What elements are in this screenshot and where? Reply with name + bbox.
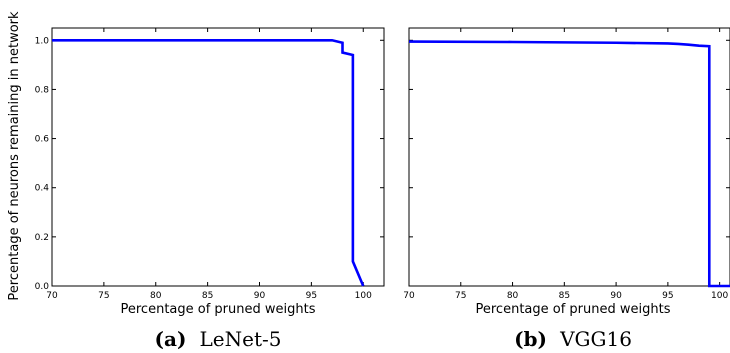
caption-title-b: VGG16 [559, 327, 632, 351]
y-axis-label: Percentage of neurons remaining in netwo… [7, 11, 22, 301]
ticks-b: 70 75 80 85 90 95 100 [403, 28, 730, 301]
y-tick-label-a-0.2: 0.2 [35, 233, 49, 243]
x-axis-label-a: Percentage of pruned weights [121, 302, 316, 317]
series-b [408, 40, 730, 288]
x-axis-label-b: Percentage of pruned weights [476, 302, 671, 317]
plot-frame-a [51, 27, 385, 287]
ticks-a: 70 75 80 85 90 95 100 0.0 0.2 0.4 0.6 0.8 1.0 [35, 28, 384, 301]
caption-letter-b: (b) [514, 327, 547, 351]
x-tick-label-b-75: 75 [455, 291, 466, 301]
plot-frame-b [408, 27, 730, 287]
x-tick-label-b-95: 95 [662, 291, 673, 301]
y-tick-label-a-0: 0.0 [35, 282, 50, 292]
x-tick-label-b-85: 85 [559, 291, 570, 301]
x-tick-label-a-100: 100 [355, 291, 372, 301]
caption-letter-a: (a) [155, 327, 187, 351]
y-tick-label-a-0.4: 0.4 [35, 184, 50, 194]
x-tick-label-a-90: 90 [254, 291, 266, 301]
x-tick-label-a-70: 70 [46, 291, 58, 301]
series-a [52, 38, 365, 287]
x-tick-label-a-85: 85 [202, 291, 213, 301]
x-tick-label-b-90: 90 [610, 291, 622, 301]
x-tick-label-a-80: 80 [150, 291, 162, 301]
x-tick-label-b-80: 80 [507, 291, 519, 301]
x-tick-label-b-100: 100 [711, 291, 728, 301]
x-tick-label-a-95: 95 [306, 291, 317, 301]
caption-b: (b) VGG16 [514, 327, 632, 351]
y-tick-label-a-0.6: 0.6 [35, 135, 50, 145]
chart-a: 70 75 80 85 90 95 100 0.0 0.2 0.4 0.6 0.8 1.0 Percen… [7, 11, 385, 351]
y-tick-label-a-0.8: 0.8 [35, 85, 50, 95]
caption-a: (a) LeNet-5 [155, 327, 282, 351]
y-tick-label-a-1: 1.0 [35, 36, 50, 46]
caption-title-a: LeNet-5 [200, 327, 282, 351]
x-tick-label-a-75: 75 [98, 291, 109, 301]
series-line-a-0 [52, 38, 365, 287]
series-line-b-0 [408, 40, 730, 288]
x-tick-label-b-70: 70 [403, 291, 415, 301]
chart-b: 70 75 80 85 90 95 100 Percentage of pruned wei… [403, 27, 730, 351]
